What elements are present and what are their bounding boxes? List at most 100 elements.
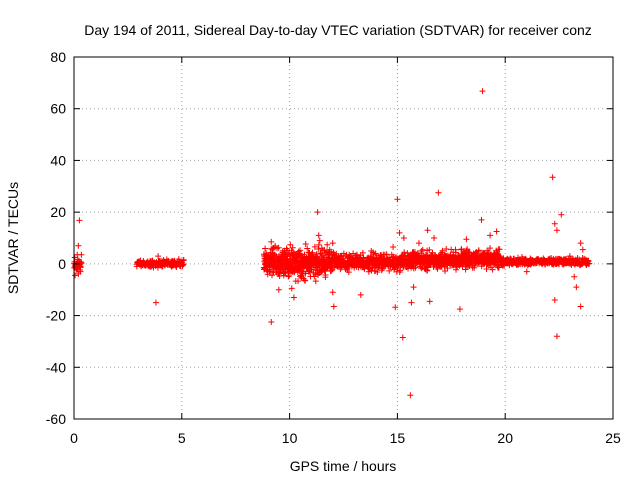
data-point [365,268,372,275]
data-point [76,217,83,224]
data-point [357,291,364,298]
data-point [316,237,323,244]
x-axis-label: GPS time / hours [290,458,397,474]
data-point [400,235,407,241]
data-point [275,286,282,293]
data-point [431,235,438,241]
data-point [412,264,419,271]
data-point [489,266,496,273]
data-point [302,270,309,277]
data-point [322,271,329,278]
data-point [359,249,366,256]
y-tick-label: -60 [46,411,66,427]
data-point [493,228,500,235]
data-point [78,260,85,267]
data-point [315,241,322,248]
plot-area-frame [73,56,614,420]
data-point [295,266,302,273]
data-point [463,236,470,243]
y-tick-label: -40 [46,359,66,375]
data-point [324,241,331,248]
data-point [285,250,292,257]
data-point [386,267,393,274]
grid-lines [74,57,613,419]
data-point [72,272,79,279]
data-point [152,299,159,306]
x-tick-label: 0 [70,430,78,446]
data-point [268,272,275,279]
data-point [579,246,586,253]
data-point [439,247,446,254]
data-point [315,271,322,278]
data-point [472,250,479,257]
data-point [478,216,485,223]
y-tick-label: -20 [46,308,66,324]
data-point [286,272,293,279]
y-tick-label: 20 [50,204,66,220]
data-point [397,267,404,274]
data-point [289,244,296,251]
data-point [475,247,482,254]
data-point [321,254,328,261]
data-point [345,269,352,276]
data-point [315,232,322,239]
y-tick-label: 0 [58,256,66,272]
data-point [268,319,275,326]
data-point [74,251,81,258]
data-point [444,265,451,272]
data-point [155,253,162,260]
data-point [390,244,397,251]
data-point [426,246,433,253]
data-point [566,253,573,260]
data-point [553,227,560,234]
data-point [288,285,295,292]
data-point [396,229,403,236]
data-point [312,278,319,285]
data-point [330,303,337,310]
data-point [424,227,431,234]
data-point [418,248,425,255]
data-point [553,333,560,340]
data-point [262,245,269,252]
data-point [523,268,530,275]
y-tick-label: 80 [50,49,66,65]
data-point [75,242,82,249]
data-point [424,267,431,274]
data-point [295,278,302,285]
chart-title: Day 194 of 2011, Sidereal Day-to-day VTE… [84,22,592,38]
x-tick-label: 10 [282,430,298,446]
data-point [424,264,431,271]
data-point [495,264,502,271]
data-point [487,232,494,239]
data-point [297,247,304,254]
axis-ticks: 0 5 10 15 20 25 -60 -40 -20 0 20 40 60 80 [46,49,621,446]
data-point [312,270,319,277]
data-point [311,273,318,280]
x-tick-label: 15 [390,430,406,446]
data-point [496,246,503,253]
data-point [558,211,565,218]
data-point [426,298,433,305]
data-point [551,297,558,304]
data-point [462,266,469,273]
data-point [294,269,301,276]
data-point [586,260,593,267]
data-point [374,268,381,275]
data-point [487,245,494,252]
data-point [456,306,463,313]
data-point [577,303,584,310]
data-point [443,245,450,252]
data-point [408,299,415,306]
data-point [415,240,422,247]
data-point [411,248,418,255]
data-point [549,174,556,181]
x-tick-label: 20 [497,430,513,446]
data-point [479,88,486,95]
data-point [315,245,322,252]
x-tick-label: 25 [605,430,621,446]
data-point [392,304,399,311]
y-tick-label: 60 [50,101,66,117]
data-point [290,294,297,301]
data-point [573,284,580,291]
y-axis-label: SDTVAR / TECUs [5,182,21,294]
